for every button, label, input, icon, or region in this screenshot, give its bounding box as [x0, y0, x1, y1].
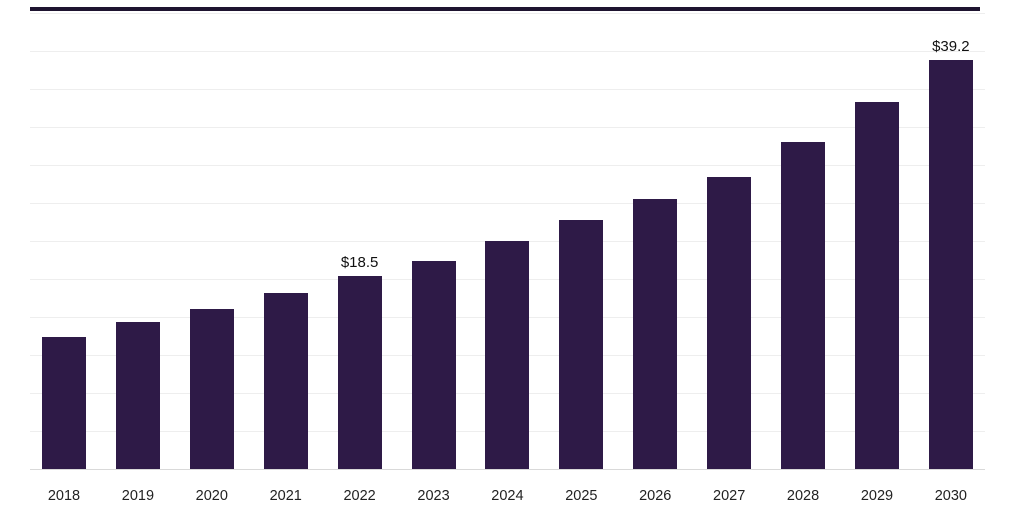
plot-area: $18.5 $39.2	[30, 10, 985, 470]
bar-group-2030: $39.2	[928, 10, 973, 469]
bar-group-2018	[42, 10, 86, 469]
bar-2030	[928, 60, 973, 469]
bar-2025	[559, 219, 604, 469]
x-tick-label-2025: 2025	[565, 488, 598, 504]
bar-group-2024	[485, 10, 530, 469]
bar-group-2021	[263, 10, 308, 469]
bar-2029	[854, 101, 899, 469]
bar-group-2028	[781, 10, 826, 469]
x-tick-label-2027: 2027	[713, 488, 746, 504]
x-axis-tick-labels: 2018 2019 2020 2021 2022 2023 2024 2025 2026 2027…	[30, 488, 985, 504]
x-tick-label-2022: 2022	[343, 488, 376, 504]
bar-value-label-2030: $39.2	[932, 38, 970, 56]
bar-2023	[411, 261, 456, 469]
bar-group-2026	[633, 10, 678, 469]
x-tick-label-2023: 2023	[417, 488, 450, 504]
bar-2024	[485, 240, 530, 469]
bar-2022	[337, 276, 382, 469]
chart-top-border	[30, 7, 980, 11]
bar-2027	[707, 176, 752, 469]
bar-group-2025	[559, 10, 604, 469]
bar-group-2029	[854, 10, 899, 469]
bar-group-2020	[189, 10, 234, 469]
bar-2020	[189, 309, 234, 469]
bar-group-2027	[707, 10, 752, 469]
x-tick-label-2019: 2019	[121, 488, 155, 504]
bar-2026	[633, 198, 678, 469]
bar-2018	[42, 336, 86, 469]
bar-2021	[263, 292, 308, 469]
x-tick-label-2030: 2030	[934, 488, 967, 504]
bar-group-2023	[411, 10, 456, 469]
x-tick-label-2020: 2020	[195, 488, 228, 504]
x-tick-label-2024: 2024	[491, 488, 524, 504]
bar-value-label-2022: $18.5	[340, 254, 379, 272]
bar-2019	[115, 321, 160, 469]
bars-container: $18.5 $39.2	[30, 10, 985, 469]
bar-group-2022: $18.5	[337, 10, 382, 469]
x-tick-label-2018: 2018	[47, 488, 81, 504]
x-tick-label-2029: 2029	[860, 488, 894, 504]
bar-2028	[781, 142, 826, 469]
x-tick-label-2026: 2026	[639, 488, 672, 504]
bar-group-2019	[115, 10, 160, 469]
x-tick-label-2028: 2028	[786, 488, 820, 504]
x-tick-label-2021: 2021	[269, 488, 302, 504]
